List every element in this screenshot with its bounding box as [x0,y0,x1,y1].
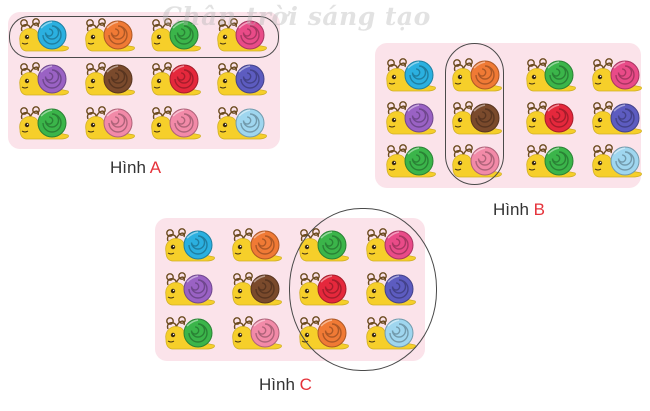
figure-b-group-oval [445,43,504,185]
snail-figure-a-r2c1 [16,58,72,98]
snail-figure-c-r2c1 [162,268,218,308]
snail-figure-a-r3c3 [148,102,204,142]
figure-a-caption: Hình A [110,158,161,178]
caption-letter: B [533,200,545,219]
figure-c-group-oval [289,208,437,371]
snail-figure-a-r2c3 [148,58,204,98]
caption-letter: A [149,158,162,177]
snail-figure-b-r1c4 [589,54,645,94]
snail-figure-b-r1c3 [523,54,579,94]
snail-figure-b-r3c3 [523,140,579,180]
snail-figure-c-r3c2 [229,312,285,352]
figure-b-caption: Hình B [493,200,545,220]
snail-figure-a-r1c3 [148,14,204,54]
snail-figure-a-r1c2 [82,14,138,54]
snail-figure-b-r2c1 [383,97,439,137]
figure-a-group-oval [9,16,279,58]
snail-figure-c-r1c2 [229,224,285,264]
snail-figure-c-r1c1 [162,224,218,264]
caption-word: Hình [493,200,529,219]
snail-figure-b-r3c1 [383,140,439,180]
snail-figure-a-r3c2 [82,102,138,142]
snail-figure-b-r3c4 [589,140,645,180]
snail-figure-c-r3c1 [162,312,218,352]
caption-letter: C [299,375,312,394]
snail-figure-b-r1c1 [383,54,439,94]
snail-figure-b-r2c2 [449,97,505,137]
snail-figure-a-r3c1 [16,102,72,142]
snail-figure-b-r2c3 [523,97,579,137]
caption-word: Hình [259,375,295,394]
snail-figure-a-r2c4 [214,58,270,98]
snail-figure-a-r2c2 [82,58,138,98]
snail-figure-c-r2c2 [229,268,285,308]
snail-figure-b-r2c4 [589,97,645,137]
snail-figure-a-r3c4 [214,102,270,142]
caption-word: Hình [110,158,146,177]
figure-c-caption: Hình C [259,375,312,395]
